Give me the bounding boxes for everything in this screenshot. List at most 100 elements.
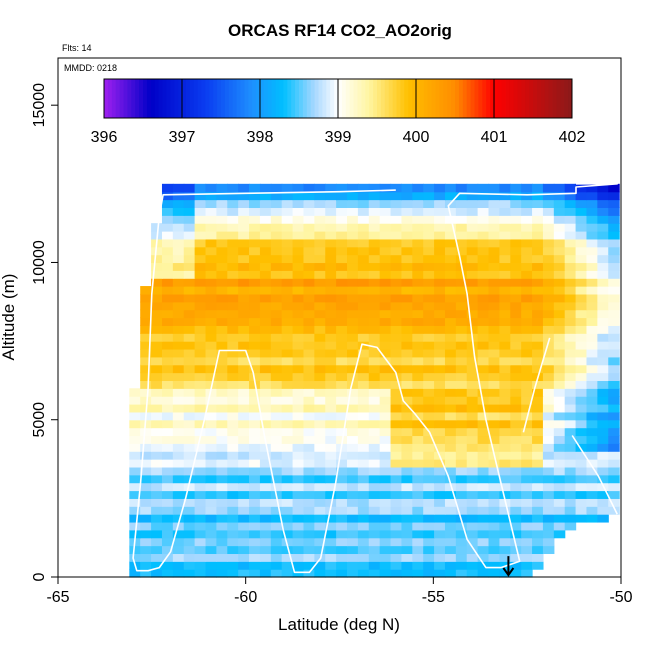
heatmap-cell	[466, 553, 479, 562]
heatmap-cell	[357, 183, 370, 193]
heatmap-cell	[314, 278, 326, 287]
heatmap-cell	[129, 514, 141, 523]
heatmap-cell	[303, 356, 315, 366]
colorbar-swatch	[501, 79, 507, 118]
heatmap-cell	[488, 356, 500, 366]
heatmap-cell	[216, 545, 228, 555]
heatmap-cell	[270, 262, 283, 271]
heatmap-cell	[499, 356, 511, 366]
heatmap-cell	[281, 270, 294, 279]
heatmap-cell	[205, 529, 217, 539]
heatmap-cell	[325, 183, 337, 193]
heatmap-cell	[314, 231, 326, 240]
heatmap-cell	[347, 238, 359, 248]
heatmap-cell	[401, 364, 413, 374]
heatmap-cell	[205, 482, 217, 492]
heatmap-cell	[532, 317, 544, 326]
heatmap-cell	[390, 325, 403, 334]
heatmap-cell	[466, 396, 479, 405]
heatmap-cell	[499, 191, 511, 201]
heatmap-cell	[575, 215, 588, 224]
heatmap-cell	[488, 278, 500, 287]
heatmap-cell	[455, 317, 468, 326]
heatmap-cell	[172, 364, 185, 374]
heatmap-cell	[281, 411, 294, 421]
heatmap-cell	[608, 356, 620, 366]
heatmap-cell	[314, 364, 326, 374]
heatmap-cell	[238, 364, 250, 374]
heatmap-cell	[140, 293, 152, 303]
y-tick-label: 10000	[31, 240, 48, 285]
heatmap-cell	[161, 207, 174, 216]
heatmap-cell	[238, 388, 250, 397]
heatmap-cell	[434, 293, 446, 303]
heatmap-cell	[216, 309, 228, 319]
heatmap-cell	[151, 474, 163, 484]
heatmap-cell	[172, 443, 185, 452]
heatmap-cell	[347, 278, 359, 287]
heatmap-cell	[379, 561, 392, 570]
heatmap-cell	[292, 364, 305, 374]
heatmap-cell	[368, 419, 381, 429]
heatmap-cell	[466, 459, 479, 468]
heatmap-cell	[172, 301, 185, 311]
heatmap-cell	[488, 498, 500, 507]
heatmap-cell	[564, 459, 577, 468]
heatmap-cell	[477, 364, 490, 374]
colorbar-swatch	[427, 79, 433, 118]
colorbar-swatch	[221, 79, 226, 118]
heatmap-cell	[347, 333, 359, 342]
heatmap-cell	[477, 514, 490, 523]
heatmap-cell	[303, 380, 315, 389]
heatmap-cell	[292, 529, 305, 539]
heatmap-cell	[161, 183, 174, 193]
heatmap-cell	[455, 348, 468, 358]
heatmap-cell	[401, 356, 413, 366]
colorbar-swatch	[494, 79, 499, 118]
heatmap-cell	[423, 443, 435, 452]
heatmap-cell	[183, 380, 196, 389]
heatmap-cell	[183, 561, 196, 570]
colorbar-swatch	[338, 79, 343, 118]
heatmap-cell	[521, 333, 533, 342]
heatmap-cell	[227, 270, 239, 279]
heatmap-cell	[444, 380, 457, 389]
heatmap-cell	[455, 215, 468, 224]
heatmap-cell	[390, 191, 403, 201]
heatmap-cell	[434, 459, 446, 468]
colorbar-swatch	[123, 79, 128, 118]
heatmap-cell	[401, 443, 413, 452]
heatmap-cell	[423, 333, 435, 342]
heatmap-cell	[488, 191, 500, 201]
heatmap-cell	[390, 419, 403, 429]
heatmap-cell	[510, 372, 522, 382]
heatmap-cell	[586, 254, 598, 264]
colorbar-swatch	[369, 79, 374, 118]
heatmap-cell	[521, 521, 533, 531]
colorbar-swatch	[174, 79, 179, 118]
heatmap-cell	[379, 341, 392, 350]
heatmap-cell	[292, 537, 305, 547]
heatmap-cell	[499, 466, 511, 476]
heatmap-cell	[259, 372, 272, 382]
heatmap-cell	[292, 435, 305, 444]
heatmap-cell	[542, 183, 555, 193]
colorbar-swatch	[505, 79, 511, 118]
heatmap-cell	[161, 537, 174, 547]
heatmap-cell	[423, 404, 435, 413]
heatmap-cell	[183, 553, 196, 562]
heatmap-cell	[151, 404, 163, 413]
heatmap-cell	[553, 356, 566, 366]
heatmap-cell	[401, 231, 413, 240]
heatmap-cell	[521, 309, 533, 319]
heatmap-cell	[521, 199, 533, 209]
heatmap-cell	[510, 199, 522, 209]
heatmap-cell	[238, 561, 250, 570]
heatmap-cell	[259, 490, 272, 499]
heatmap-cell	[368, 293, 381, 303]
heatmap-cell	[336, 553, 348, 562]
heatmap-cell	[303, 396, 315, 405]
heatmap-cell	[564, 396, 577, 405]
